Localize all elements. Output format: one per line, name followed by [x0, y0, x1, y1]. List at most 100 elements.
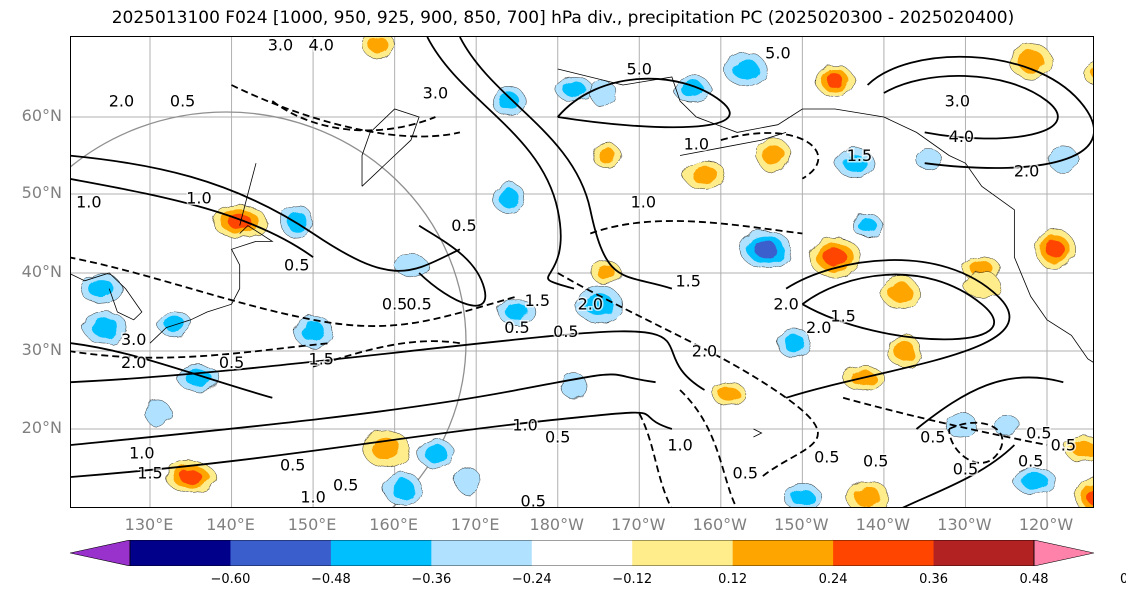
precip-cell	[680, 80, 704, 98]
contour-label: 1.5	[137, 464, 162, 483]
precip-cell	[1090, 68, 1093, 78]
contour-label: 0.5	[953, 460, 978, 479]
precip-cell	[1021, 472, 1048, 490]
contour-label: 1.5	[675, 271, 700, 290]
contour-label: 0.5	[219, 353, 244, 372]
contour-label: 1.0	[76, 192, 101, 211]
positive-contour	[71, 330, 705, 391]
negative-contour	[312, 340, 461, 368]
negative-contour	[948, 421, 1004, 464]
contour-label: 3.0	[945, 92, 970, 111]
precip-cell	[843, 154, 868, 173]
coastline-japan	[149, 225, 274, 344]
contour-label: 0.5	[1018, 452, 1043, 471]
contour-label: 1.5	[309, 349, 334, 368]
contour-label: 0.5	[504, 318, 529, 337]
precip-cell	[915, 148, 942, 170]
precip-cell	[854, 486, 881, 507]
contour-label: 0.5	[382, 295, 407, 314]
negative-contour	[71, 256, 518, 327]
precip-cell	[732, 58, 759, 80]
divergence-contours	[71, 37, 1093, 507]
colorbar-tick-label: 0.12	[718, 572, 748, 587]
precip-cell	[993, 414, 1020, 436]
contour-label: 0.5	[545, 428, 570, 447]
colorbar-bin	[531, 540, 633, 566]
contour-label: 3.0	[121, 330, 146, 349]
contour-label: 2.0	[806, 318, 831, 337]
positive-contour	[785, 259, 1011, 399]
contour-label: 0.5	[733, 464, 758, 483]
longitude-label: 140°W	[855, 515, 911, 534]
contour-label: 2.0	[773, 295, 798, 314]
contour-label: 0.5	[280, 456, 305, 475]
positive-contour	[71, 373, 656, 446]
precip-cell	[1072, 440, 1093, 458]
negative-contour	[71, 342, 330, 359]
coastline-north-america	[557, 68, 1093, 363]
colorbar-bin	[431, 540, 533, 566]
precip-cell	[1046, 240, 1065, 259]
colorbar-tick-label: −0.48	[310, 572, 351, 587]
colorbar-outline	[129, 540, 1035, 566]
precip-cell	[391, 478, 415, 500]
coastlines	[71, 68, 1093, 438]
precip-cell	[691, 165, 718, 184]
colorbar-extend-low	[70, 540, 131, 566]
precip-cell	[368, 37, 389, 54]
map-panel[interactable]: 3.0 4.0 2.0 0.5 3.0 5.0 5.0 1.0 1.5 3.0 4.0 2.0 1.0 1…	[70, 36, 1094, 508]
contour-label: 2.0	[121, 353, 146, 372]
precip-cell	[823, 248, 847, 267]
precip-cell	[164, 315, 185, 332]
positive-contour	[915, 376, 1064, 430]
contour-label: 0.5	[170, 92, 195, 111]
precip-cell	[371, 437, 402, 461]
contour-label: 0.5	[1051, 436, 1076, 455]
positive-contour	[418, 224, 487, 307]
precip-cell	[498, 91, 520, 111]
contour-label: 0.5	[814, 448, 839, 467]
contour-label: 3.0	[423, 84, 448, 103]
precip-cell	[1082, 61, 1093, 85]
map-title: 2025013100 F024 [1000, 950, 925, 900, 85…	[111, 8, 1015, 28]
precip-cell	[91, 317, 119, 338]
precip-cell	[179, 470, 202, 484]
contour-label: 1.0	[129, 444, 154, 463]
precip-cell	[560, 372, 588, 400]
colorbar-tick-label: −0.24	[511, 572, 552, 587]
colorbar-tick-label: −0.36	[411, 572, 452, 587]
range-circle	[71, 111, 467, 507]
contour-label: 1.0	[684, 134, 709, 153]
precip-cell	[454, 467, 482, 495]
precip-cell	[858, 218, 877, 233]
negative-contour	[589, 220, 803, 235]
precip-cell	[505, 303, 529, 321]
map-canvas[interactable]: 3.0 4.02.0 0.5 3.05.05.01.01.53.04.02.01.0 1…	[71, 37, 1094, 508]
precip-cell	[894, 340, 915, 362]
contour-label: 1.5	[525, 291, 550, 310]
precip-cell	[718, 386, 740, 402]
contour-label: 0.5	[406, 295, 431, 314]
contour-label: 1.0	[512, 416, 537, 435]
colorbar	[70, 540, 1094, 566]
colorbar-bin	[230, 540, 332, 566]
precip-cell	[763, 144, 785, 167]
contour-label: 0.5	[553, 322, 578, 341]
latitude-label: 60°N	[21, 106, 62, 125]
longitude-label: 160°W	[692, 515, 747, 534]
precip-cell	[424, 444, 447, 462]
positive-contour	[459, 37, 673, 290]
contour-label: 1.5	[847, 146, 872, 165]
precip-cell	[144, 400, 172, 427]
negative-contour	[638, 412, 672, 507]
precip-cell	[301, 321, 325, 342]
contour-label: 1.0	[667, 436, 692, 455]
contour-label: 1.0	[186, 188, 211, 207]
contour-label: 0.5	[521, 492, 546, 509]
longitude-label: 150°E	[287, 515, 337, 534]
positive-contour	[801, 273, 995, 341]
precip-cell	[888, 282, 912, 303]
precip-cell	[1087, 488, 1093, 506]
longitude-label: 170°E	[450, 515, 500, 534]
precip-cell	[393, 254, 429, 276]
